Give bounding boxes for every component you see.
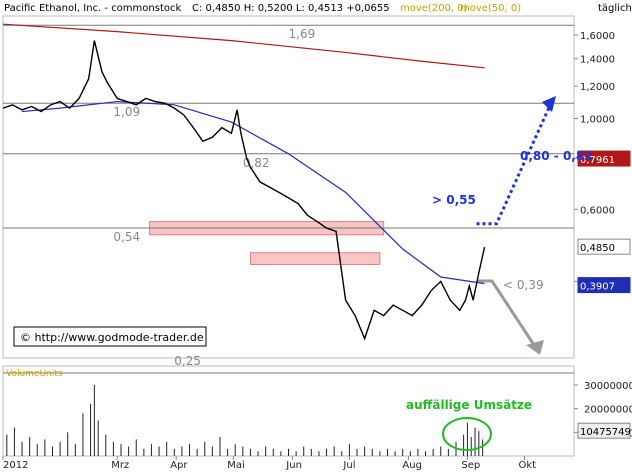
last-value-tag xyxy=(577,238,631,255)
price-line xyxy=(2,40,486,341)
y-tick-label: 0,6000 xyxy=(580,205,615,216)
resistance-zone xyxy=(249,252,381,265)
volume-last-value-label: 10475749 xyxy=(580,427,631,438)
volume-annotation: auffällige Umsätze xyxy=(406,398,532,412)
level-label: 0,25 xyxy=(174,354,201,368)
upside-arrowhead xyxy=(542,96,556,112)
x-tick-label: Mrz xyxy=(111,460,129,471)
last-value-label: 0,7961 xyxy=(580,155,615,166)
y-tick-label: 1,2000 xyxy=(580,82,615,93)
annotation-breakout: > 0,55 xyxy=(432,193,476,207)
x-tick-label: Jun xyxy=(285,460,302,471)
volume-highlight-ellipse xyxy=(442,417,492,451)
last-value-label: 0,4850 xyxy=(580,243,615,254)
annotation-downside: < 0,39 xyxy=(503,278,544,292)
last-value-tag xyxy=(577,150,631,167)
x-tick-label: Apr xyxy=(170,460,188,471)
volume-last-value-tag xyxy=(577,422,631,439)
chart-title: Pacific Ethanol, Inc. - commonstock xyxy=(4,3,181,14)
y-tick-label: 1,4000 xyxy=(580,55,615,66)
last-value-label: 0,3907 xyxy=(580,282,615,293)
level-label: 0,54 xyxy=(113,230,140,244)
downside-arrowhead xyxy=(526,340,544,355)
x-tick-label: 2012 xyxy=(3,460,28,471)
ma200-legend: move(200, 0) xyxy=(400,3,468,14)
copyright-text: © http://www.godmode-trader.de xyxy=(20,331,204,344)
annotation-target: 0,80 - 0,82 xyxy=(520,149,593,163)
x-tick-label: Okt xyxy=(519,460,537,471)
y-tick-label: 1,0000 xyxy=(580,115,615,126)
ma50-line xyxy=(21,100,485,285)
x-tick-label: Aug xyxy=(402,460,422,471)
y-tick-label: 1,6000 xyxy=(580,31,615,42)
downside-projection-arrow xyxy=(478,279,538,349)
period-label: täglich xyxy=(598,3,632,14)
x-tick-label: Mai xyxy=(227,460,245,471)
volume-y-tick-label: 20000000 xyxy=(584,405,632,416)
level-label: 1,09 xyxy=(113,105,140,119)
quote-readout: C: 0,4850 H: 0,5200 L: 0,4513 +0,0655 xyxy=(192,3,390,14)
volume-y-tick-label: 30000000 xyxy=(584,381,632,392)
x-tick-label: Sep xyxy=(461,460,480,471)
ma200-line xyxy=(2,23,485,69)
copyright-box xyxy=(13,326,207,347)
level-label: 1,69 xyxy=(289,27,316,41)
last-value-tag xyxy=(577,277,631,294)
upside-projection-arrow xyxy=(476,100,554,226)
volume-label: VolumeUnits xyxy=(6,369,63,379)
price-panel-frame xyxy=(2,15,575,359)
x-tick-label: Jul xyxy=(342,460,355,471)
ma50-legend: move(50, 0) xyxy=(460,3,521,14)
